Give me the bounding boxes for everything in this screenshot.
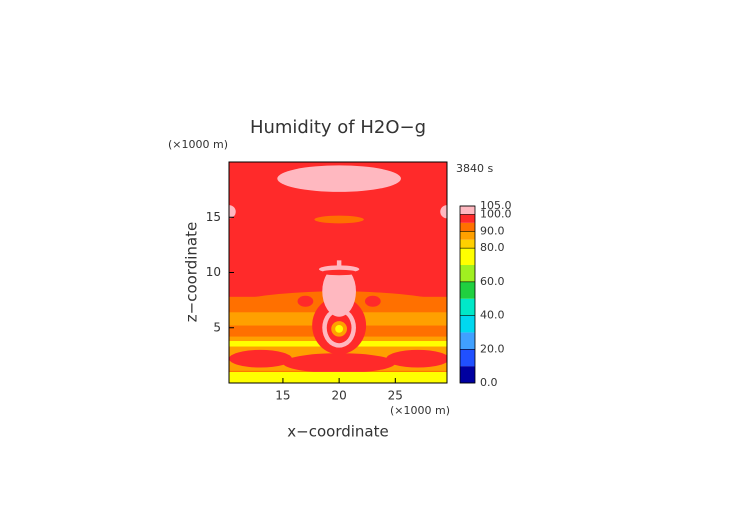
colorbar-band: [460, 366, 475, 383]
contour-region: [335, 324, 344, 333]
colorbar-band: [460, 315, 475, 333]
contour-region: [364, 295, 381, 307]
colorbar-tick-label: 100.0: [480, 207, 512, 220]
colorbar-band: [460, 222, 475, 232]
field: [229, 162, 447, 383]
colorbar-tick-label: 60.0: [480, 275, 505, 288]
y-tick-label: 10: [206, 265, 221, 279]
contour-region: [297, 295, 314, 307]
colorbar-tick-label: 105.0: [480, 199, 512, 212]
colorbar-band: [460, 332, 475, 350]
colorbar-band: [460, 214, 475, 223]
colorbar-tick-label: 40.0: [480, 309, 505, 322]
y-tick-label: 15: [206, 210, 221, 224]
contour-region: [336, 260, 342, 306]
chart-title: Humidity of H2O−g: [250, 117, 426, 138]
contour-region: [229, 205, 236, 219]
x-tick-label: 25: [388, 389, 403, 403]
colorbar-tick-label: 0.0: [480, 376, 498, 389]
x-tick-label: 20: [331, 389, 346, 403]
contour-region: [229, 349, 292, 368]
colorbar-band: [460, 239, 475, 249]
contour-region: [277, 165, 401, 192]
x-axis-label: x−coordinate: [287, 423, 388, 441]
colorbar-tick-label: 20.0: [480, 342, 505, 355]
colorbar-band: [460, 248, 475, 265]
colorbar-band: [460, 349, 475, 367]
y-unit: (×1000 m): [168, 138, 228, 151]
colorbar-band: [460, 265, 475, 282]
contour-region: [314, 215, 364, 224]
x-tick-label: 15: [275, 389, 290, 403]
colorbar-band: [460, 206, 475, 215]
contour-region: [440, 205, 447, 219]
time-label: 3840 s: [456, 162, 493, 175]
x-unit: (×1000 m): [390, 404, 450, 417]
colorbar-tick-label: 90.0: [480, 224, 505, 237]
colorbar-band: [460, 281, 475, 299]
contour-region: [282, 353, 396, 374]
contour-region: [229, 371, 447, 383]
colorbar-band: [460, 231, 475, 240]
contour-region: [386, 349, 447, 368]
y-tick-label: 5: [213, 320, 221, 334]
contour-region: [321, 269, 358, 276]
y-axis-label: z−coordinate: [183, 222, 201, 322]
colorbar-tick-label: 80.0: [480, 241, 505, 254]
colorbar-band: [460, 298, 475, 316]
